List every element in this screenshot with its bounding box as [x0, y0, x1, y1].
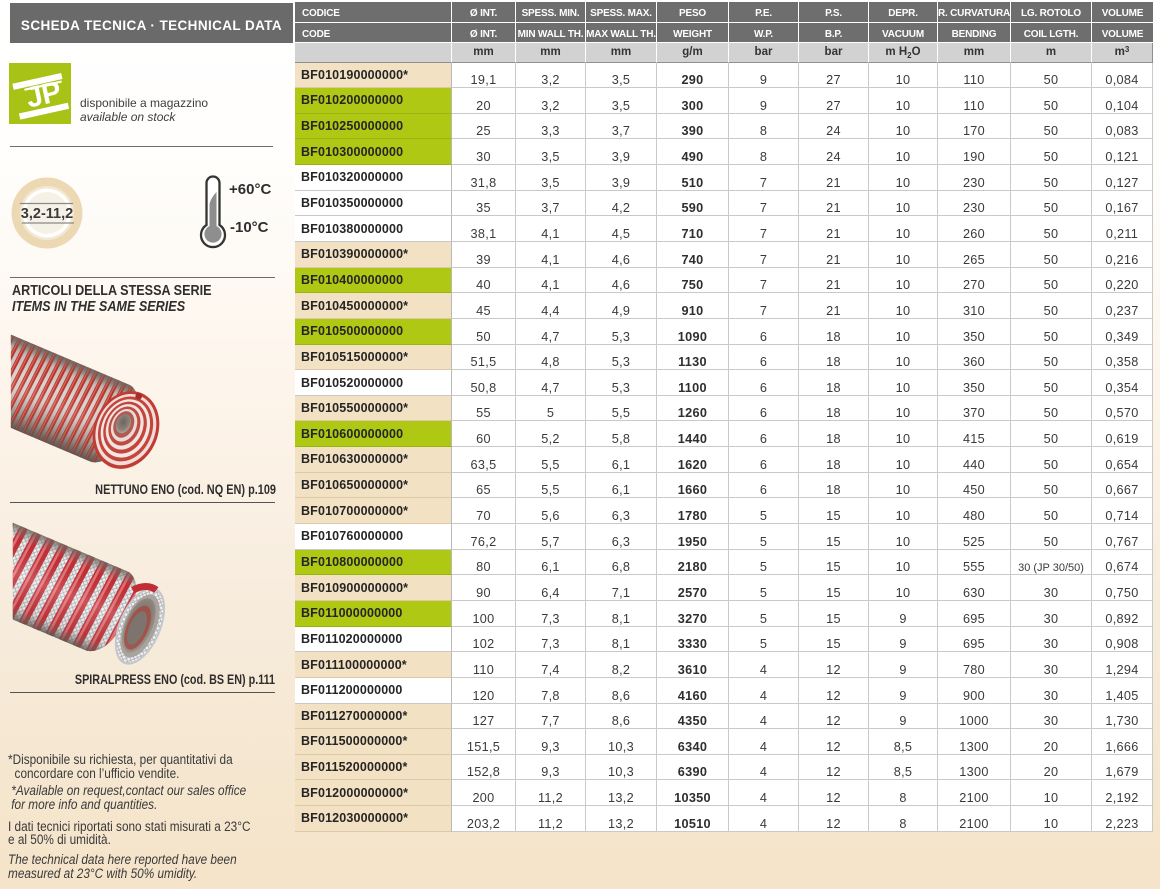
svg-text:3,2-11,2: 3,2-11,2 — [21, 206, 73, 222]
svg-text:JP: JP — [23, 76, 64, 115]
